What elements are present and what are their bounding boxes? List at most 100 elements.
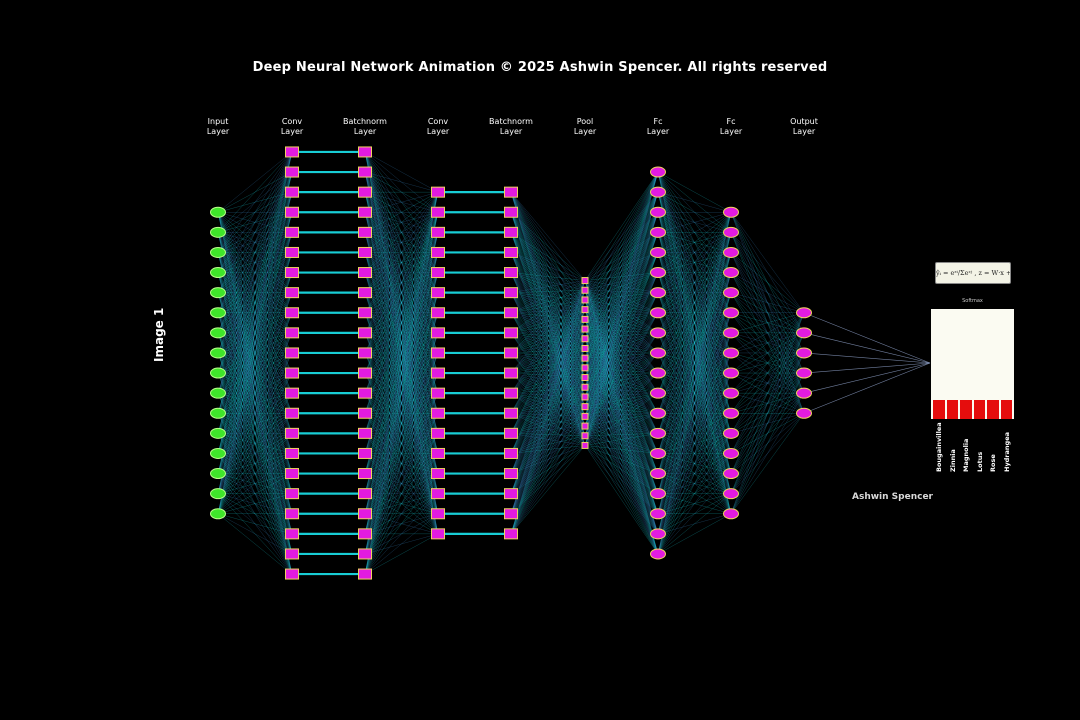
neuron-node: [211, 268, 226, 278]
neuron-node: [432, 328, 445, 338]
neuron-node: [432, 368, 445, 378]
neuron-node: [286, 288, 299, 298]
formula-box: ŷᵢ = eᶻⁱ/Σeᶻʲ , z = W·x + b: [935, 262, 1011, 284]
connection-line: [731, 353, 804, 514]
layer-label: Output Layer: [769, 117, 839, 137]
neuron-node: [211, 288, 226, 298]
author-credit: Ashwin Spencer: [852, 492, 933, 502]
image-label: Image 1: [152, 308, 166, 362]
neuron-node: [651, 448, 666, 458]
neuron-node: [582, 365, 588, 371]
neuron-node: [505, 227, 518, 237]
neuron-node: [651, 268, 666, 278]
layer-label: Fc Layer: [623, 117, 693, 137]
neuron-node: [651, 227, 666, 237]
neuron-node: [582, 404, 588, 410]
neuron-node: [582, 355, 588, 361]
neuron-node: [286, 569, 299, 579]
neuron-node: [651, 489, 666, 499]
neuron-node: [724, 328, 739, 338]
softmax-bar: [933, 400, 945, 419]
neuron-node: [286, 549, 299, 559]
softmax-title: Softmax: [931, 298, 1014, 304]
neuron-node: [651, 368, 666, 378]
neuron-node: [211, 428, 226, 438]
connection-line: [731, 273, 804, 313]
connection-line: [658, 172, 731, 212]
neuron-node: [286, 509, 299, 519]
class-label: Rose: [989, 454, 997, 472]
neuron-node: [797, 388, 812, 398]
neuron-node: [359, 509, 372, 519]
neuron-node: [724, 408, 739, 418]
output-connection: [804, 333, 930, 363]
neuron-node: [432, 388, 445, 398]
neuron-node: [505, 408, 518, 418]
connection-line: [365, 152, 438, 192]
class-label: Hydrangea: [1003, 432, 1011, 472]
connection-line: [658, 514, 731, 554]
neuron-node: [359, 247, 372, 257]
neuron-node: [359, 268, 372, 278]
connection-line: [731, 252, 804, 312]
neuron-node: [211, 348, 226, 358]
neuron-node: [286, 448, 299, 458]
neuron-node: [651, 428, 666, 438]
neuron-node: [724, 268, 739, 278]
neuron-node: [432, 428, 445, 438]
neuron-node: [505, 509, 518, 519]
neuron-node: [359, 448, 372, 458]
class-label: Zinnia: [949, 449, 957, 472]
neuron-node: [359, 428, 372, 438]
neuron-node: [582, 326, 588, 332]
neuron-node: [359, 187, 372, 197]
neuron-node: [505, 529, 518, 539]
neuron-node: [286, 428, 299, 438]
softmax-bar: [947, 400, 959, 419]
neuron-node: [651, 328, 666, 338]
neuron-node: [797, 328, 812, 338]
neuron-node: [432, 448, 445, 458]
neuron-node: [582, 413, 588, 419]
neuron-node: [359, 388, 372, 398]
neuron-node: [505, 368, 518, 378]
neuron-node: [211, 509, 226, 519]
neuron-node: [582, 394, 588, 400]
neuron-node: [505, 448, 518, 458]
neuron-node: [286, 227, 299, 237]
neuron-node: [432, 529, 445, 539]
neuron-node: [432, 247, 445, 257]
neuron-node: [211, 328, 226, 338]
neuron-node: [359, 489, 372, 499]
neuron-node: [359, 207, 372, 217]
softmax-bar: [1001, 400, 1013, 419]
neuron-node: [211, 489, 226, 499]
neuron-node: [582, 307, 588, 313]
neuron-node: [724, 469, 739, 479]
neuron-node: [432, 489, 445, 499]
neuron-node: [286, 388, 299, 398]
connection-line: [731, 413, 804, 514]
neuron-node: [505, 187, 518, 197]
connection-line: [511, 445, 585, 533]
layer-label: Input Layer: [183, 117, 253, 137]
connection-line: [511, 192, 585, 280]
neuron-node: [582, 442, 588, 448]
neuron-node: [582, 278, 588, 284]
connection-line: [731, 293, 804, 313]
neuron-node: [359, 529, 372, 539]
neuron-node: [582, 287, 588, 293]
neuron-node: [359, 288, 372, 298]
connection-line: [731, 313, 804, 494]
neuron-node: [432, 469, 445, 479]
neuron-node: [286, 147, 299, 157]
neuron-node: [651, 207, 666, 217]
connection-line: [365, 534, 438, 574]
neuron-node: [359, 167, 372, 177]
neuron-node: [211, 227, 226, 237]
connection-line: [731, 232, 804, 312]
connection-line: [731, 212, 804, 313]
neuron-node: [651, 187, 666, 197]
neuron-node: [359, 549, 372, 559]
neuron-node: [724, 348, 739, 358]
